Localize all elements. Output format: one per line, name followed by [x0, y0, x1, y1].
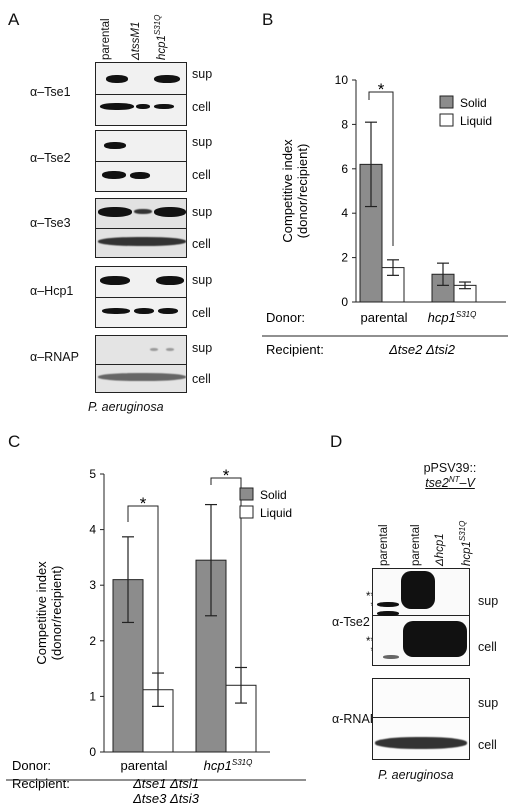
recipient-label-line2: Δtse3 Δtsi3	[132, 791, 200, 806]
blot-hcp1	[95, 266, 187, 328]
fraction-cell-tse3: cell	[192, 237, 211, 251]
legend-label-liquid: Liquid	[260, 506, 292, 520]
bar-solid	[195, 559, 227, 753]
fraction-cell-rnap: cell	[192, 372, 211, 386]
significance-bracket	[368, 91, 394, 246]
y-tick-label: 10	[335, 73, 349, 87]
donor-row-label: Donor:	[12, 758, 51, 773]
lane-label-dtssm1: ΔtssM1	[130, 21, 142, 60]
y-tick-label: 8	[341, 117, 348, 131]
fraction-cell-hcp1: cell	[192, 306, 211, 320]
fraction-sup-rnap: sup	[192, 341, 213, 355]
recipient-label: Δtse2 Δtsi2	[388, 342, 456, 357]
fraction-sup-tse1: sup	[192, 67, 213, 81]
panel-b-letter: B	[262, 10, 274, 29]
y-axis-label: (donor/recipient)	[295, 144, 310, 239]
fraction-sup-tse2: sup	[192, 135, 213, 149]
donor-row-label: Donor:	[266, 310, 305, 325]
y-tick-label: 4	[341, 206, 348, 220]
lane-label-hcp1-s31q: hcp1S31Q	[153, 14, 168, 60]
donor-category-label: parental	[121, 758, 168, 773]
fraction-sup-tse3: sup	[192, 205, 213, 219]
panel-d-letter: D	[330, 432, 343, 451]
legend-label-liquid: Liquid	[460, 114, 492, 128]
d-fraction-cell-tse2: cell	[478, 640, 497, 654]
category-superscript: S31Q	[232, 758, 252, 767]
blot-tse3	[95, 198, 187, 258]
significance-bracket	[210, 477, 242, 676]
legend-label-solid: Solid	[260, 488, 287, 502]
significance-star: *	[378, 80, 385, 99]
recipient-row-label: Recipient:	[12, 776, 70, 791]
y-axis-label: Competitive index	[34, 561, 49, 665]
ab-label-tse1: α–Tse1	[30, 85, 71, 99]
panel-c-letter: C	[8, 432, 21, 451]
recipient-row-label: Recipient:	[266, 342, 324, 357]
ab-label-hcp1: α–Hcp1	[30, 284, 74, 298]
recipient-label-line1: Δtse1 Δtsi1	[132, 776, 199, 791]
y-tick-label: 5	[89, 467, 96, 481]
panel-a-letter: A	[8, 10, 20, 29]
d-fraction-sup-rnap: sup	[478, 696, 499, 710]
d-lane-parental-1: parental	[378, 524, 390, 566]
legend-swatch-liquid	[439, 113, 454, 127]
d-lane-parental-2: parental	[410, 524, 422, 566]
legend-swatch-liquid	[239, 505, 254, 519]
fraction-cell-tse1: cell	[192, 100, 211, 114]
y-axis-label: (donor/recipient)	[49, 566, 64, 661]
blot-tse1	[95, 62, 187, 126]
y-tick-label: 1	[89, 689, 96, 703]
y-tick-label: 2	[341, 251, 348, 265]
ab-label-rnap: α–RNAP	[30, 350, 79, 364]
blot-tse2	[95, 130, 187, 192]
blot-rnap	[95, 335, 187, 393]
significance-star: *	[223, 466, 230, 485]
y-tick-label: 0	[89, 745, 96, 759]
legend-swatch-solid	[239, 487, 254, 501]
d-fraction-sup-tse2: sup	[478, 594, 499, 608]
donor-category-label: parental	[361, 310, 408, 325]
d-ab-label-rnap: α-RNAP	[332, 712, 379, 726]
y-axis-label: Competitive index	[280, 139, 295, 243]
category-superscript: S31Q	[456, 310, 476, 319]
chart-b: 0 2 4 6 8 10 Competitive index (donor/recipient…	[262, 73, 508, 357]
y-tick-label: 2	[89, 634, 96, 648]
d-lane-dhcp1: Δhcp1	[434, 533, 446, 566]
chart-c: 0 1 2 3 4 5 Competitive index (donor/recipient)…	[6, 466, 306, 806]
blot-d-tse2	[372, 568, 470, 666]
fraction-cell-tse2: cell	[192, 168, 211, 182]
significance-star: *	[140, 494, 147, 513]
ab-label-tse2: α–Tse2	[30, 151, 71, 165]
d-lane-hcp1-s31q: hcp1S31Q	[458, 520, 473, 566]
fraction-sup-hcp1: sup	[192, 273, 213, 287]
d-ab-label-tse2: α-Tse2	[332, 615, 370, 629]
donor-category-label: hcp1S31Q	[204, 758, 253, 773]
y-tick-label: 6	[341, 162, 348, 176]
donor-category-label: hcp1S31Q	[428, 310, 477, 325]
y-tick-label: 0	[341, 295, 348, 309]
organism-label-d: P. aeruginosa	[378, 768, 454, 782]
blot-d-rnap	[372, 678, 470, 760]
d-fraction-cell-rnap: cell	[478, 738, 497, 752]
lane-label-parental: parental	[100, 18, 112, 60]
ab-label-tse3: α–Tse3	[30, 216, 71, 230]
y-tick-label: 3	[89, 578, 96, 592]
legend-swatch-solid	[439, 95, 454, 109]
y-tick-label: 4	[89, 523, 96, 537]
organism-label-a: P. aeruginosa	[88, 400, 164, 414]
legend-label-solid: Solid	[460, 96, 487, 110]
plasmid-label: pPSV39:: tse2NT–V	[423, 461, 477, 491]
significance-bracket	[127, 505, 159, 677]
